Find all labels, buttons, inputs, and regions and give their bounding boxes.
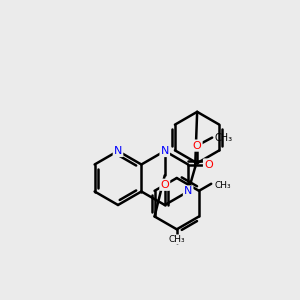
Text: N: N [114,146,122,156]
Text: N: N [184,187,192,196]
Text: CH₃: CH₃ [214,133,232,142]
Text: CH₃: CH₃ [169,235,185,244]
Text: CH₃: CH₃ [214,181,231,190]
Text: O: O [193,141,202,151]
Text: N: N [160,146,169,156]
Text: O: O [160,180,169,190]
Text: O: O [204,160,213,170]
